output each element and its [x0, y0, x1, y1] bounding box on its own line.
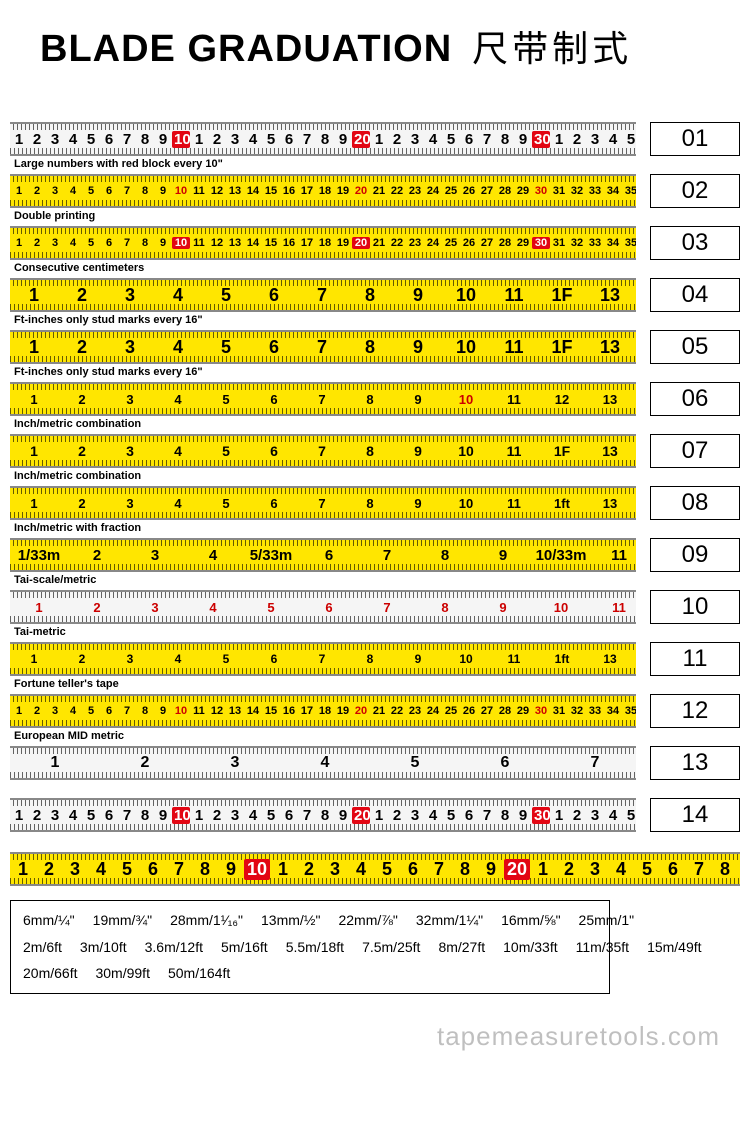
tape-caption: Double printing [14, 210, 636, 222]
tape-row: 1234567891011 Tai-metric 10 [10, 590, 740, 638]
tape-row: 12345678910111ft13 Inch/metric with fract… [10, 486, 740, 534]
tape-visual: 12345678910111F13 [10, 434, 636, 468]
tape-row: 1234567 13 [10, 746, 740, 780]
tape-row: 1234567891011121314151617181920212223242… [10, 174, 740, 222]
spec-row-3: 20m/66ft 30m/99ft 50m/164ft [23, 960, 597, 987]
tape-caption: Tai-scale/metric [14, 574, 636, 586]
spec-row-1: 6mm/¼" 19mm/¾" 28mm/1¹⁄₁₆" 13mm/½" 22mm/⅞" 32… [23, 907, 597, 934]
tape-caption: European MID metric [14, 730, 636, 742]
tape-id-box: 07 [650, 434, 740, 468]
tape-caption: Tai-metric [14, 626, 636, 638]
tape-visual: 1234567891011 [10, 590, 636, 624]
tape-row: 12345678910123456789201234567893012345 La… [10, 122, 740, 170]
tape-visual: 12345678910111F13 [10, 278, 636, 312]
page-header: BLADE GRADUATION 尺带制式 [10, 20, 740, 72]
tape-caption: Inch/metric combination [14, 418, 636, 430]
tape-visual: 12345678910111F13 [10, 330, 636, 364]
tape-caption: Inch/metric with fraction [14, 522, 636, 534]
tape-caption: Large numbers with red block every 10" [14, 158, 636, 170]
tape-id-box: 10 [650, 590, 740, 624]
spec-cell: 13mm/½" [261, 907, 320, 934]
tape-id-box: 08 [650, 486, 740, 520]
tape-row: 12345678910111ft13 Fortune teller's tape 1… [10, 642, 740, 690]
spec-cell: 19mm/¾" [93, 907, 152, 934]
header-title-en: BLADE GRADUATION [40, 28, 452, 71]
tape-id-box: 13 [650, 746, 740, 780]
spec-cell: 10m/33ft [503, 934, 557, 961]
tape-caption: Ft-inches only stud marks every 16" [14, 366, 636, 378]
spec-cell: 20m/66ft [23, 960, 77, 987]
tape-row: 1234567891011121314151617181920212223242… [10, 226, 740, 274]
tape-visual: 12345678910111ft13 [10, 486, 636, 520]
spec-cell: 5.5m/18ft [286, 934, 344, 961]
tape-id-box: 06 [650, 382, 740, 416]
tape-row: 12345678910111F13 Inch/metric combination… [10, 434, 740, 482]
tape-id-box: 03 [650, 226, 740, 260]
spec-cell: 11m/35ft [576, 934, 629, 961]
spec-cell: 6mm/¼" [23, 907, 75, 934]
tape-id-box: 11 [650, 642, 740, 676]
spec-cell: 22mm/⅞" [338, 907, 397, 934]
tape-id-box: 14 [650, 798, 740, 832]
tape-visual: 1/33m2345/33m678910/33m11 [10, 538, 636, 572]
tape-visual: 12345678910123456789201234567893012345 [10, 798, 636, 832]
spec-cell: 15m/49ft [647, 934, 701, 961]
tape-caption: Inch/metric combination [14, 470, 636, 482]
tape-row: 12345678910111213 Inch/metric combination… [10, 382, 740, 430]
spec-cell: 3m/10ft [80, 934, 127, 961]
tape-id-box: 09 [650, 538, 740, 572]
tape-visual: 1234567 [10, 746, 636, 780]
tape-visual: 123456789101234567892012345678 [10, 852, 740, 886]
spec-cell: 3.6m/12ft [145, 934, 203, 961]
tape-row: 12345678910111F13 Ft-inches only stud mar… [10, 330, 740, 378]
tape-list: 12345678910123456789201234567893012345 La… [10, 122, 740, 832]
tape-row: 12345678910111F13 Ft-inches only stud mar… [10, 278, 740, 326]
tape-caption: Fortune teller's tape [14, 678, 636, 690]
header-title-cn: 尺带制式 [472, 20, 632, 72]
tape-visual: 12345678910111213 [10, 382, 636, 416]
spec-row-2: 2m/6ft 3m/10ft 3.6m/12ft 5m/16ft 5.5m/18ft 7.… [23, 934, 597, 961]
tape-visual: 1234567891011121314151617181920212223242… [10, 694, 636, 728]
tape-row: 1234567891011121314151617181920212223242… [10, 694, 740, 742]
tape-id-box: 05 [650, 330, 740, 364]
tape-visual: 1234567891011121314151617181920212223242… [10, 226, 636, 260]
tape-row: 1/33m2345/33m678910/33m11 Tai-scale/metri… [10, 538, 740, 586]
tape-row: 12345678910123456789201234567893012345 14 [10, 798, 740, 832]
tape-id-box: 01 [650, 122, 740, 156]
spec-cell: 28mm/1¹⁄₁₆" [170, 907, 243, 934]
tape-caption: Ft-inches only stud marks every 16" [14, 314, 636, 326]
spec-cell: 2m/6ft [23, 934, 62, 961]
watermark: tapemeasuretools.com [437, 1021, 720, 1052]
tape-id-box: 04 [650, 278, 740, 312]
tape-caption: Consecutive centimeters [14, 262, 636, 274]
tape-id-box: 02 [650, 174, 740, 208]
spec-cell: 8m/27ft [438, 934, 485, 961]
tape-visual: 12345678910111ft13 [10, 642, 636, 676]
tape-visual: 12345678910123456789201234567893012345 [10, 122, 636, 156]
spec-cell: 30m/99ft [95, 960, 149, 987]
spec-table: 6mm/¼" 19mm/¾" 28mm/1¹⁄₁₆" 13mm/½" 22mm/⅞" 32… [10, 900, 610, 994]
spec-cell: 50m/164ft [168, 960, 230, 987]
spec-cell: 5m/16ft [221, 934, 268, 961]
tape-id-box: 12 [650, 694, 740, 728]
spec-cell: 7.5m/25ft [362, 934, 420, 961]
tape-visual: 1234567891011121314151617181920212223242… [10, 174, 636, 208]
spec-cell: 32mm/1¼" [416, 907, 483, 934]
spec-cell: 16mm/⅝" [501, 907, 560, 934]
extra-tapes: 123456789101234567892012345678 [10, 852, 740, 886]
spec-cell: 25mm/1" [579, 907, 635, 934]
